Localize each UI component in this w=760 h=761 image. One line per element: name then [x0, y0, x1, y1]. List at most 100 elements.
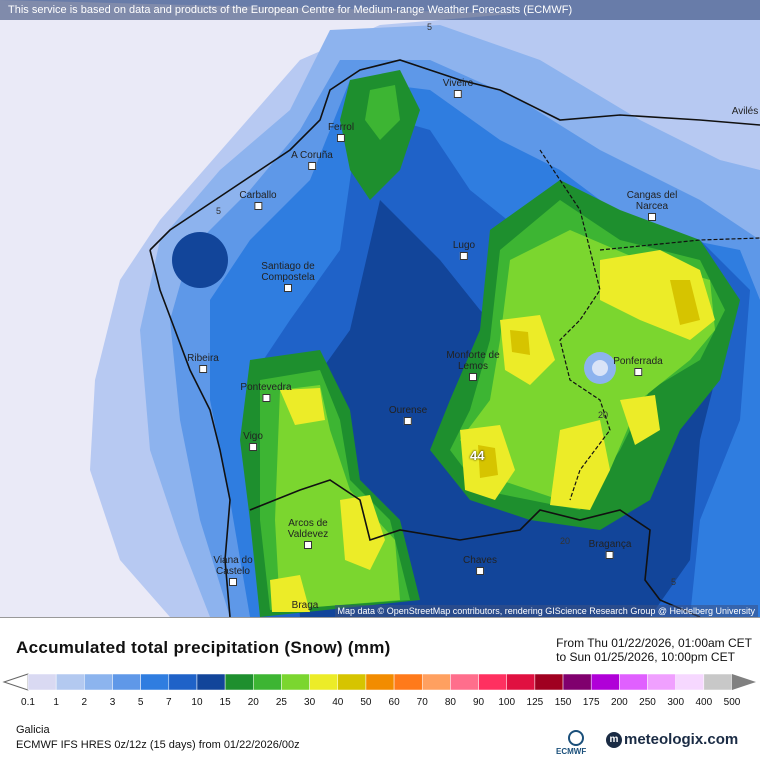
city-marker[interactable]: Cangas del Narcea	[622, 190, 682, 224]
city-dot	[403, 417, 412, 425]
city-dot	[304, 541, 312, 549]
contour-label: 5	[671, 577, 677, 587]
city-dot	[254, 202, 262, 210]
city-marker[interactable]: Bragança	[588, 539, 632, 562]
city-dot	[633, 368, 642, 376]
city-marker[interactable]: Ponferrada	[613, 356, 663, 379]
city-marker[interactable]: Carballo	[239, 190, 277, 213]
city-marker[interactable]: Arcos de Valdevez	[268, 518, 348, 552]
ecmwf-notice: This service is based on data and produc…	[0, 0, 760, 20]
city-marker[interactable]: Avilés	[732, 106, 759, 117]
scale-swatch	[506, 673, 536, 691]
city-name: A Coruña	[291, 150, 333, 161]
city-marker[interactable]: Viveiro	[443, 78, 473, 101]
city-name: Pontevedra	[240, 382, 292, 393]
scale-tick-label: 200	[611, 697, 628, 708]
scale-tick-label: 5	[137, 697, 144, 708]
city-marker[interactable]: Santiago de Compostela	[248, 261, 328, 295]
scale-swatch	[281, 673, 310, 691]
city-name: Braga	[291, 600, 319, 611]
city-name: Ribeira	[187, 353, 219, 364]
contour-label: 5	[216, 206, 222, 216]
city-name: Chaves	[463, 555, 497, 566]
date-to: to Sun 01/25/2026, 10:00pm CET	[556, 650, 735, 664]
scale-tick-label: 400	[695, 697, 713, 708]
city-dot	[453, 90, 462, 98]
model-info: ECMWF IFS HRES 0z/12z (15 days) from 01/…	[16, 739, 300, 751]
ecmwf-logo-text: ECMWF	[556, 747, 587, 756]
scale-swatch	[55, 673, 85, 691]
scale-tick-label: 30	[304, 697, 316, 708]
city-dot	[460, 252, 468, 260]
city-name: Cangas del Narcea	[626, 190, 678, 212]
scale-swatch	[393, 673, 423, 691]
contour-label: 5	[427, 22, 433, 32]
scale-tick-label: 90	[472, 697, 485, 708]
scale-swatch	[534, 673, 564, 691]
scale-swatch	[619, 673, 648, 691]
city-dot	[469, 373, 477, 381]
color-scale	[2, 673, 756, 691]
city-dot	[648, 213, 656, 221]
scale-swatch	[675, 673, 705, 691]
scale-tick-label: 125	[526, 697, 544, 708]
date-from: From Thu 01/22/2026, 01:00am CET	[556, 636, 752, 650]
scale-tick-label: 20	[247, 697, 259, 708]
city-marker[interactable]: Viana do Castelo	[203, 555, 263, 589]
scale-swatch	[84, 673, 113, 691]
city-marker[interactable]: Lugo	[453, 240, 475, 263]
scale-tick-label: 7	[166, 697, 172, 708]
map-canvas	[0, 0, 760, 617]
meteologix-logo[interactable]: m meteologix.com	[606, 731, 738, 749]
scale-tick-label: 250	[639, 697, 656, 708]
ecmwf-logo: ECMWF	[556, 730, 600, 758]
city-name: Bragança	[588, 539, 632, 550]
scale-swatch	[562, 673, 592, 691]
scale-tick-label: 500	[723, 697, 741, 708]
scale-ticks: 0.1 1 2 3 5 7 10 15 20 25 30 40 50 60 70 80 90 100 125 150 1…	[0, 697, 760, 711]
city-marker[interactable]: Braga	[292, 600, 319, 611]
city-dot	[249, 443, 257, 451]
scale-swatch	[140, 673, 170, 691]
scale-tick-label: 1	[53, 697, 59, 708]
scale-tick-label: 175	[582, 697, 600, 708]
city-marker[interactable]: Chaves	[463, 555, 497, 578]
city-marker[interactable]: Vigo	[243, 431, 263, 454]
scale-tick-label: 300	[667, 697, 685, 708]
max-value-label: 44	[470, 448, 485, 463]
scale-swatch	[224, 673, 254, 691]
scale-swatch	[478, 673, 507, 691]
city-dot	[337, 134, 345, 142]
city-name: Viana do Castelo	[213, 555, 253, 577]
city-name: Arcos de Valdevez	[287, 518, 329, 540]
city-name: Viveiro	[442, 78, 474, 89]
city-dot	[284, 284, 292, 292]
city-marker[interactable]: Ourense	[389, 405, 427, 428]
city-name: Santiago de Compostela	[261, 261, 315, 283]
scale-swatch	[196, 673, 226, 691]
scale-tick-label: 80	[444, 697, 456, 708]
city-marker[interactable]: A Coruña	[291, 150, 333, 173]
scale-tick-label: 70	[416, 697, 428, 708]
map-title: Accumulated total precipitation (Snow) (…	[16, 638, 391, 657]
city-marker[interactable]: Ferrol	[328, 122, 354, 145]
city-name: Ponferrada	[613, 356, 663, 367]
scale-swatch	[450, 673, 479, 691]
scale-swatch	[168, 673, 198, 691]
precipitation-map[interactable]: This service is based on data and produc…	[0, 0, 760, 617]
scale-tick-label: 0.1	[21, 697, 35, 708]
ecmwf-logo-icon	[568, 730, 584, 746]
scale-tick-label: 25	[275, 697, 287, 708]
scale-swatch	[421, 673, 451, 691]
city-name: Avilés	[731, 106, 759, 117]
city-marker[interactable]: Ribeira	[187, 353, 219, 376]
scale-tick-label: 50	[360, 697, 372, 708]
scale-arrow-left	[2, 673, 29, 691]
scale-swatch	[112, 673, 141, 691]
city-marker[interactable]: Monforte de Lemos	[443, 350, 503, 384]
city-name: Lugo	[452, 240, 476, 251]
region-name: Galicia	[16, 724, 50, 736]
city-name: Carballo	[239, 190, 277, 201]
city-name: Ferrol	[327, 122, 355, 133]
city-marker[interactable]: Pontevedra	[240, 382, 292, 405]
